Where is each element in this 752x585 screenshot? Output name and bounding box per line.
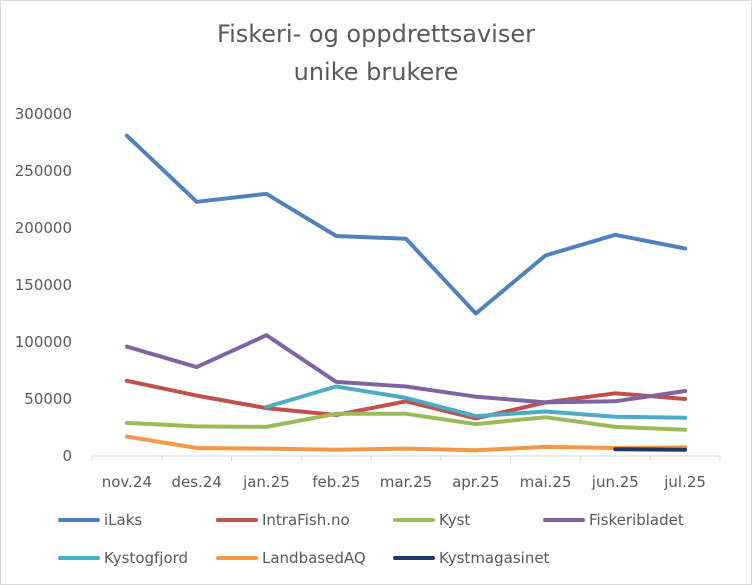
series-line-kystogfjord <box>264 384 688 420</box>
legend-label-ilaks: iLaks <box>104 511 142 529</box>
x-tick-label: feb.25 <box>312 473 360 491</box>
chart-title-line-2: unike brukere <box>293 58 459 86</box>
y-tick-label: 50000 <box>24 390 72 408</box>
series-line-ilaks <box>124 133 688 316</box>
chart-title-line-1: Fiskeri- og oppdrettsaviser <box>217 20 535 48</box>
legend-label-intrafish-no: IntraFish.no <box>262 511 350 529</box>
y-tick-label: 150000 <box>15 276 72 294</box>
x-tick-label: jan.25 <box>242 473 290 491</box>
legend-label-kystogfjord: Kystogfjord <box>104 549 188 567</box>
legend-label-landbasedaq: LandbasedAQ <box>262 549 366 567</box>
x-tick-label: mar.25 <box>380 473 432 491</box>
y-tick-label: 100000 <box>15 333 72 351</box>
x-tick-label: mai.25 <box>520 473 572 491</box>
legend-label-kystmagasinet: Kystmagasinet <box>439 549 550 567</box>
x-tick-label: jul.25 <box>663 473 706 491</box>
series-line-landbasedaq <box>124 434 688 453</box>
legend-label-fiskeribladet: Fiskeribladet <box>589 511 684 529</box>
series-line-kyst <box>124 411 688 432</box>
y-tick-label: 250000 <box>15 162 72 180</box>
x-tick-label: apr.25 <box>452 473 499 491</box>
series-line-fiskeribladet <box>124 333 688 405</box>
series-line-intrafish-no <box>124 378 688 421</box>
y-tick-label: 0 <box>62 447 72 465</box>
y-tick-label: 300000 <box>15 105 72 123</box>
series-line-kystmagasinet <box>613 447 688 452</box>
x-tick-label: des.24 <box>171 473 221 491</box>
legend-label-kyst: Kyst <box>439 511 470 529</box>
y-tick-label: 200000 <box>15 219 72 237</box>
x-tick-label: jun.25 <box>591 473 639 491</box>
x-tick-label: nov.24 <box>102 473 152 491</box>
